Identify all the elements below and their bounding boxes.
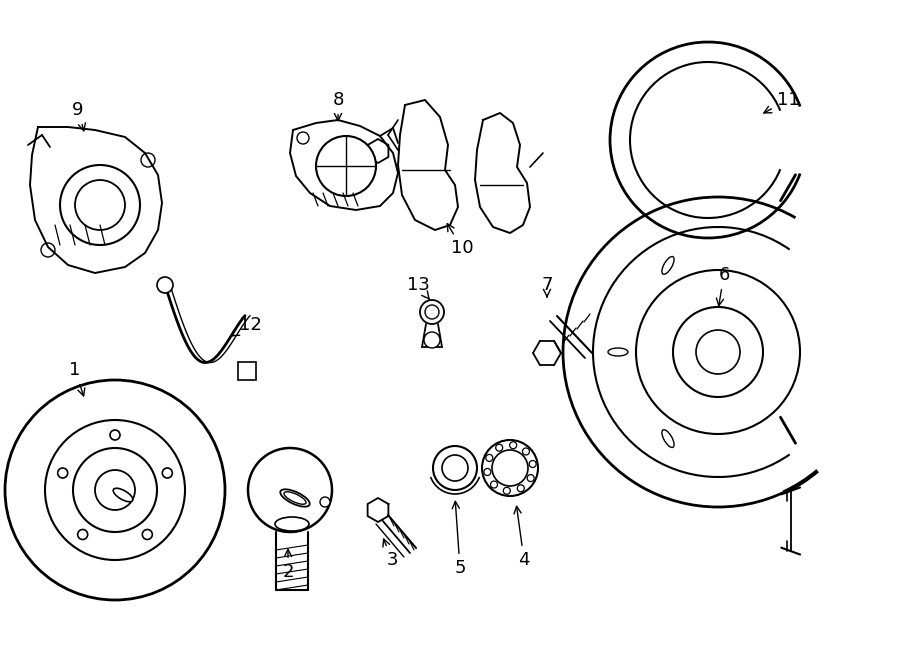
- Circle shape: [141, 153, 155, 167]
- Circle shape: [673, 307, 763, 397]
- Circle shape: [518, 485, 525, 492]
- Text: 12: 12: [231, 316, 261, 336]
- Circle shape: [110, 430, 120, 440]
- Circle shape: [527, 475, 535, 482]
- Text: 13: 13: [407, 276, 429, 299]
- Text: 8: 8: [332, 91, 344, 121]
- Circle shape: [73, 448, 157, 532]
- Ellipse shape: [608, 348, 628, 356]
- Circle shape: [5, 380, 225, 600]
- Circle shape: [491, 481, 498, 488]
- Circle shape: [248, 448, 332, 532]
- Circle shape: [424, 332, 440, 348]
- Circle shape: [41, 243, 55, 257]
- Circle shape: [482, 440, 538, 496]
- Text: 7: 7: [541, 276, 553, 297]
- Circle shape: [442, 455, 468, 481]
- Circle shape: [142, 529, 152, 539]
- Circle shape: [162, 468, 172, 478]
- Ellipse shape: [662, 256, 674, 274]
- Ellipse shape: [280, 489, 310, 507]
- Text: 1: 1: [69, 361, 85, 396]
- Circle shape: [509, 442, 517, 449]
- Circle shape: [157, 277, 173, 293]
- Circle shape: [320, 497, 330, 507]
- Circle shape: [58, 468, 68, 478]
- Circle shape: [529, 461, 536, 467]
- Circle shape: [45, 420, 185, 560]
- FancyBboxPatch shape: [238, 362, 256, 380]
- Circle shape: [95, 470, 135, 510]
- Circle shape: [316, 136, 376, 196]
- Circle shape: [523, 448, 529, 455]
- Ellipse shape: [662, 430, 674, 447]
- Circle shape: [496, 444, 503, 451]
- Circle shape: [636, 270, 800, 434]
- Circle shape: [420, 300, 444, 324]
- Text: 10: 10: [447, 223, 473, 257]
- Text: 9: 9: [72, 101, 86, 131]
- Circle shape: [696, 330, 740, 374]
- Circle shape: [75, 180, 125, 230]
- Circle shape: [492, 450, 528, 486]
- Ellipse shape: [113, 488, 133, 502]
- Text: 4: 4: [514, 506, 530, 569]
- Circle shape: [503, 487, 510, 494]
- Text: 6: 6: [716, 266, 730, 306]
- Circle shape: [297, 132, 309, 144]
- Ellipse shape: [275, 517, 309, 531]
- Text: 2: 2: [283, 549, 293, 581]
- Circle shape: [484, 469, 491, 475]
- Circle shape: [60, 165, 140, 245]
- Ellipse shape: [284, 492, 306, 504]
- Circle shape: [433, 446, 477, 490]
- Circle shape: [425, 305, 439, 319]
- Text: 5: 5: [452, 501, 466, 577]
- Circle shape: [486, 454, 493, 461]
- Text: 11: 11: [764, 91, 799, 113]
- Text: 3: 3: [382, 539, 398, 569]
- Circle shape: [77, 529, 87, 539]
